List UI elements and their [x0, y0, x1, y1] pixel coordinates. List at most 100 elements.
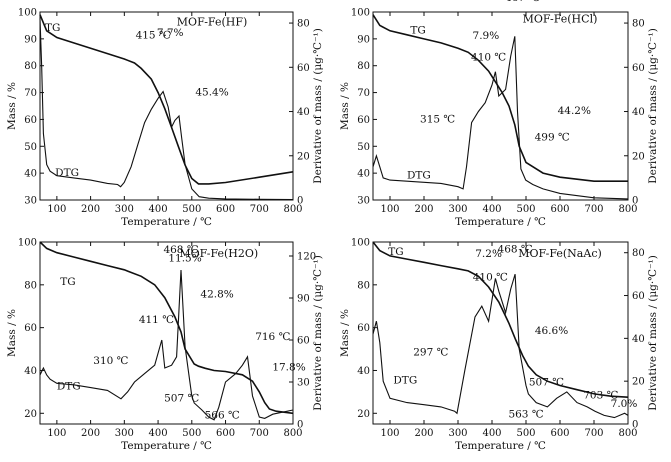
tg-label: TG	[45, 22, 60, 34]
y-tick-label: 60	[357, 115, 370, 126]
annotation-label: 315 ℃	[420, 114, 455, 126]
y2-tick-label: 80	[297, 19, 310, 30]
tg-curve	[39, 14, 294, 185]
annotation-label: 46.6%	[535, 325, 568, 337]
y2-tick-label: 120	[297, 252, 316, 263]
dtg-curve	[372, 36, 629, 200]
x-tick-label: 500	[182, 204, 201, 215]
annotation-label: 7.7%	[157, 27, 184, 39]
x-tick-label: 400	[482, 204, 501, 215]
dtg-label: DTG	[407, 170, 431, 182]
y2-tick-label: 0	[632, 196, 638, 207]
y2-tick-label: 80	[632, 248, 645, 259]
annotation-label: 467 ℃	[505, 0, 540, 4]
dtg-curve	[39, 269, 294, 421]
y-tick-label: 90	[357, 34, 370, 45]
plot-frame	[39, 11, 294, 201]
x-tick-label: 700	[250, 428, 269, 439]
panel-2: 100 200 300 400 500 600 700 8003040506070809010…	[339, 0, 659, 228]
x-tick-label: 200	[81, 204, 100, 215]
panel-4: 100 200 300 400 500 600 700 800 20 40 60 80 100 0 20 40…	[339, 238, 659, 453]
y2-axis-title: Derivative of mass / (μg·℃⁻¹)	[647, 255, 659, 411]
y-tick-label: 100	[351, 238, 370, 249]
y-tick-label: 70	[24, 88, 37, 99]
annotation-label: 410 ℃	[471, 52, 506, 64]
x-tick-label: 400	[149, 428, 168, 439]
y-axis-title: Mass / %	[6, 309, 18, 357]
y2-tick-label: 20	[297, 151, 310, 162]
annotation-label: 468 ℃	[163, 244, 198, 256]
y2-tick-label: 30	[297, 378, 310, 389]
x-tick-label: 300	[448, 204, 467, 215]
annotation-label: 566 ℃	[205, 409, 240, 421]
panel-title: MOF-Fe(HF)	[177, 15, 248, 28]
dtg-curve	[39, 18, 294, 201]
y-tick-label: 50	[357, 142, 370, 153]
x-tick-label: 800	[618, 204, 637, 215]
panel-title: MOF-Fe(HCl)	[523, 13, 598, 26]
y-tick-label: 60	[24, 323, 37, 334]
plot-frame	[372, 11, 629, 201]
annotation-label: 42.8%	[200, 289, 233, 301]
annotation-label: 507 ℃	[529, 376, 564, 388]
y2-tick-label: 40	[632, 107, 645, 118]
x-tick-label: 700	[584, 204, 603, 215]
x-axis-title: Temperature / ℃	[121, 440, 212, 452]
y2-tick-label: 20	[632, 151, 645, 162]
tg-curve	[372, 14, 628, 182]
annotation-label: 716 ℃	[255, 331, 290, 343]
y-tick-label: 100	[18, 8, 37, 19]
x-tick-label: 800	[283, 428, 302, 439]
x-tick-label: 300	[115, 204, 134, 215]
panel-1: 100 200 300 400 500 600 700 8003040506070809010…	[6, 8, 324, 229]
annotation-label: 7.2%	[475, 248, 502, 260]
x-tick-label: 100	[380, 204, 399, 215]
tg-label: TG	[60, 276, 75, 288]
annotation-label: 703 ℃	[583, 389, 618, 401]
y-tick-label: 60	[24, 115, 37, 126]
annotation-label: 7.9%	[473, 30, 500, 42]
y2-tick-label: 90	[297, 294, 310, 305]
y2-tick-label: 40	[297, 107, 310, 118]
y2-tick-label: 60	[297, 63, 310, 74]
annotation-label: 17.8%	[272, 361, 305, 373]
x-tick-label: 700	[584, 428, 603, 439]
x-tick-label: 400	[482, 428, 501, 439]
y2-tick-label: 0	[632, 420, 638, 431]
x-tick-label: 100	[380, 428, 399, 439]
y-axis-title: Mass / %	[339, 82, 351, 130]
y-axis-title: Mass / %	[339, 309, 351, 357]
x-tick-label: 500	[516, 428, 535, 439]
x-tick-label: 100	[47, 428, 66, 439]
x-tick-label: 500	[182, 428, 201, 439]
x-tick-label: 600	[550, 204, 569, 215]
y-tick-label: 60	[357, 323, 370, 334]
y2-tick-label: 20	[632, 377, 645, 388]
annotation-label: 499 ℃	[535, 131, 570, 143]
annotation-label: 45.4%	[195, 86, 228, 98]
x-tick-label: 100	[47, 204, 66, 215]
x-tick-label: 300	[115, 428, 134, 439]
x-tick-label: 800	[283, 204, 302, 215]
annotation-label: 7.0%	[611, 398, 638, 410]
y-tick-label: 40	[24, 366, 37, 377]
y-tick-label: 80	[24, 280, 37, 291]
panel-title: MOF-Fe(H2O)	[179, 247, 258, 260]
y2-tick-label: 80	[632, 19, 645, 30]
y-tick-label: 30	[24, 196, 37, 207]
annotation-label: 411 ℃	[139, 314, 174, 326]
y-tick-label: 80	[357, 280, 370, 291]
x-axis-title: Temperature / ℃	[121, 216, 212, 228]
plot-frame	[39, 241, 294, 425]
x-tick-label: 600	[550, 428, 569, 439]
y2-tick-label: 0	[297, 196, 303, 207]
y-tick-label: 30	[357, 196, 370, 207]
dtg-label: DTG	[57, 381, 81, 393]
y-tick-label: 100	[351, 8, 370, 19]
y2-axis-title: Derivative of mass / (μg·℃⁻¹)	[312, 255, 324, 411]
annotation-label: 44.2%	[558, 105, 591, 117]
y-tick-label: 40	[24, 169, 37, 180]
x-tick-label: 800	[618, 428, 637, 439]
annotation-label: 507 ℃	[164, 393, 199, 405]
